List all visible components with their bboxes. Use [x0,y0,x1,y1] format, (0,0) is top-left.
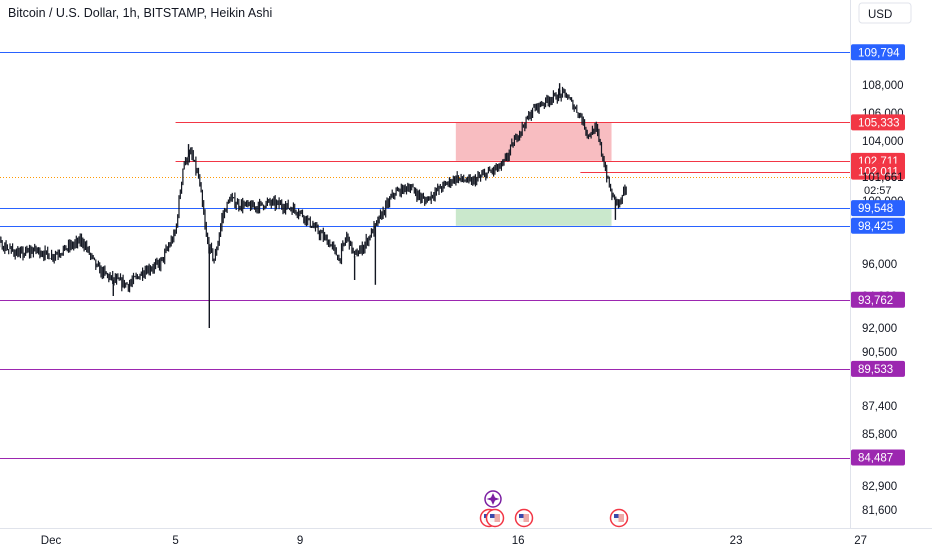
x-tick-label: 16 [512,535,525,547]
flag-field [614,514,624,522]
plot-background [0,0,850,528]
flag-field [490,514,500,522]
levels-layer [0,52,850,459]
x-tick-label: Dec [41,535,62,547]
star-event-icon[interactable] [484,490,502,508]
price-tag-text: 102,011 [858,167,899,179]
price-tag-text: 89,533 [858,364,893,376]
price-tag-box [851,291,905,308]
price-tag-text: 93,762 [858,295,893,307]
price-tag-109,794: 109,794 [851,44,905,61]
flag-canton [519,514,524,518]
x-tick-label: 23 [730,535,743,547]
price-tag-box [851,114,905,131]
supply-zone [455,122,612,161]
price-tag-box [851,44,905,61]
price-tag-98,425: 98,425 [851,217,905,234]
y-tick-label: 108,000 [862,80,904,92]
y-tick-label: 96,000 [862,259,897,271]
price-tag-105,333: 105,333 [851,114,905,131]
us-flag-icon[interactable] [485,508,505,528]
y-tick-label: 81,600 [862,505,897,517]
price-tag-box [851,217,905,234]
price-tag-84,487: 84,487 [851,449,905,466]
flag-canton [614,514,619,518]
countdown-label: 02:57 [864,185,892,197]
price-tag-box [851,163,905,180]
flag-field [519,514,529,522]
chart-title: Bitcoin / U.S. Dollar, 1h, BITSTAMP, Hei… [8,6,272,20]
star-event-glyph [486,493,500,505]
x-tick-label: 9 [297,535,303,547]
price-tag-text: 84,487 [858,453,893,465]
y-tick-label: 92,000 [862,323,897,335]
x-tick-label: 27 [854,535,867,547]
us-flag-icon[interactable] [514,508,534,528]
price-tag-text: 109,794 [858,47,900,59]
currency-button[interactable] [858,2,912,24]
demand-zone [455,208,612,226]
currency-label[interactable]: USD [868,9,892,21]
price-tag-box [851,449,905,466]
flag-canton [490,514,495,518]
events-layer [479,490,629,528]
price-tag-text: 105,333 [858,117,900,129]
y-tick-label: 90,500 [862,347,897,359]
price-tag-text: 98,425 [858,221,893,233]
last-price-label: 101,661 [862,172,904,184]
price-tags: 109,794105,333102,711102,01199,54898,425… [851,44,905,466]
y-tick-label: 87,400 [862,401,897,413]
price-tag-89,533: 89,533 [851,360,905,377]
price-tag-99,548: 99,548 [851,200,905,217]
price-tag-102,011: 102,011 [851,163,905,180]
candles-layer [0,83,627,328]
price-tag-text: 99,548 [858,203,893,215]
us-flag-icon[interactable] [609,508,629,528]
y-tick-label: 85,800 [862,429,897,441]
y-tick-label: 104,000 [862,136,904,148]
y-axis[interactable]: 112,000108,000106,000104,000101,661100,0… [862,7,904,517]
x-axis[interactable]: Dec591623272025 [41,535,932,547]
y-tick-label: 82,900 [862,481,897,493]
price-tag-box [851,360,905,377]
x-tick-label: 5 [172,535,178,547]
price-tag-box [851,200,905,217]
price-tag-93,762: 93,762 [851,291,905,308]
